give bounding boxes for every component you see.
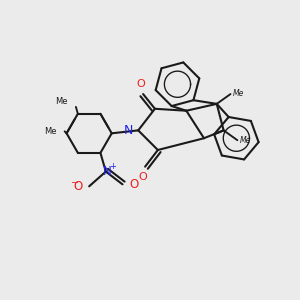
Text: −: − xyxy=(71,178,80,188)
Text: Me: Me xyxy=(239,136,251,145)
Text: +: + xyxy=(109,162,116,171)
Text: N: N xyxy=(124,124,133,137)
Text: Me: Me xyxy=(56,98,68,106)
Text: O: O xyxy=(129,178,139,191)
Text: O: O xyxy=(73,180,82,193)
Text: O: O xyxy=(137,79,146,89)
Text: Me: Me xyxy=(232,88,244,98)
Text: N: N xyxy=(102,165,111,178)
Text: Me: Me xyxy=(44,127,57,136)
Text: O: O xyxy=(139,172,148,182)
